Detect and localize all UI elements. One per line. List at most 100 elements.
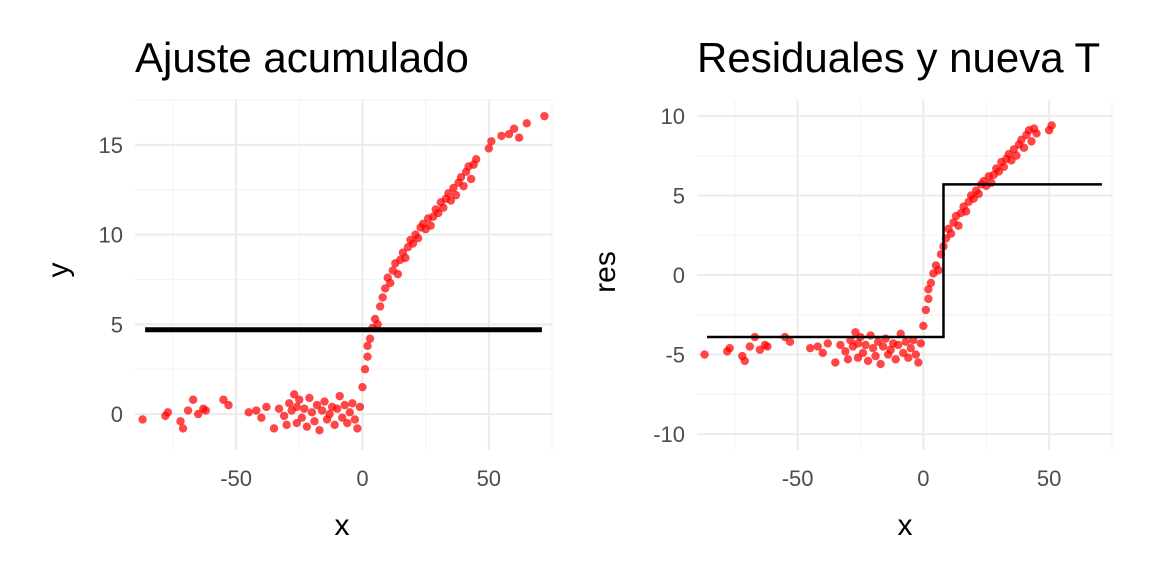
data-point <box>373 320 382 329</box>
data-point <box>305 393 314 403</box>
data-point <box>292 402 301 412</box>
data-point <box>312 400 322 410</box>
y-tick-label: 10 <box>661 104 685 129</box>
data-point <box>295 395 304 404</box>
data-point <box>176 417 185 426</box>
data-point <box>353 424 362 433</box>
data-point <box>916 339 926 348</box>
data-point <box>946 229 956 238</box>
data-point <box>446 196 456 205</box>
data-point <box>274 404 284 413</box>
data-point <box>360 365 370 374</box>
y-tick-label: 10 <box>99 223 123 248</box>
data-point <box>871 351 880 361</box>
data-point <box>413 234 423 243</box>
data-point <box>262 402 271 412</box>
y-tick-label: -10 <box>653 422 685 447</box>
data-point <box>843 355 853 364</box>
data-point <box>861 340 870 350</box>
data-point <box>858 348 868 358</box>
data-point <box>745 342 755 351</box>
data-point <box>426 221 435 230</box>
data-point <box>358 382 367 392</box>
data-point <box>999 162 1009 172</box>
x-tick-label: 50 <box>477 466 501 491</box>
data-point <box>974 189 983 199</box>
data-point <box>343 418 352 428</box>
data-point <box>381 284 390 293</box>
y-tick-label: 5 <box>111 312 123 337</box>
data-point <box>961 207 971 216</box>
data-point <box>853 339 863 348</box>
data-point <box>201 406 210 415</box>
data-point <box>297 413 306 422</box>
data-point <box>509 124 519 133</box>
data-point <box>434 208 443 218</box>
data-point <box>163 408 173 417</box>
data-point <box>335 391 344 401</box>
data-point <box>924 285 933 294</box>
data-point <box>444 189 453 198</box>
chart-title-left: Ajuste acumulado <box>135 34 469 81</box>
chart-title-right: Residuales y nueva T <box>697 34 1100 81</box>
data-point <box>350 415 360 424</box>
data-point <box>317 406 327 415</box>
data-point <box>891 355 900 364</box>
data-point <box>954 221 963 230</box>
data-point <box>290 390 299 399</box>
data-point <box>340 400 349 410</box>
x-tick-label: 0 <box>356 466 368 491</box>
y-axis-label-right: res <box>589 251 622 293</box>
data-point <box>831 358 840 367</box>
data-point <box>257 413 266 422</box>
data-point <box>310 417 319 426</box>
data-point <box>188 395 198 404</box>
data-point <box>876 359 885 369</box>
data-point <box>401 253 410 263</box>
y-tick-label: -5 <box>665 343 685 368</box>
data-point <box>934 266 943 275</box>
data-point <box>813 342 822 351</box>
data-point <box>451 190 461 200</box>
left-panel: Ajuste acumulado -50 0 50 0 5 10 15 x y <box>42 34 553 542</box>
data-point <box>886 345 895 354</box>
tick-labels-left: -50 0 50 0 5 10 15 <box>99 133 502 491</box>
data-point <box>219 395 228 404</box>
data-point <box>320 397 329 406</box>
data-point <box>284 399 294 408</box>
data-point <box>921 305 931 315</box>
data-point <box>881 334 890 343</box>
data-point <box>325 409 334 419</box>
data-point <box>894 340 903 350</box>
data-point <box>725 343 734 353</box>
data-point <box>449 183 458 193</box>
data-point <box>924 294 933 304</box>
data-point <box>224 400 233 410</box>
y-tick-label: 0 <box>673 263 685 288</box>
y-axis-label-left: y <box>42 263 75 278</box>
data-point <box>1019 143 1029 152</box>
data-point <box>1032 129 1041 138</box>
data-point <box>307 408 317 417</box>
data-point <box>345 408 355 417</box>
data-point <box>763 342 772 351</box>
y-tick-label: 15 <box>99 133 123 158</box>
data-point <box>497 131 506 141</box>
data-point <box>901 337 910 347</box>
data-point <box>818 348 827 358</box>
data-point <box>393 269 403 279</box>
x-tick-label: 0 <box>917 466 929 491</box>
data-point <box>292 418 301 428</box>
data-point <box>823 339 832 348</box>
plot-area-left <box>138 111 549 435</box>
data-point <box>504 129 514 139</box>
data-point <box>863 356 873 366</box>
data-point <box>332 404 342 413</box>
data-point <box>355 402 365 412</box>
data-point <box>466 174 476 184</box>
data-point <box>522 119 531 128</box>
x-tick-label: -50 <box>782 466 814 491</box>
